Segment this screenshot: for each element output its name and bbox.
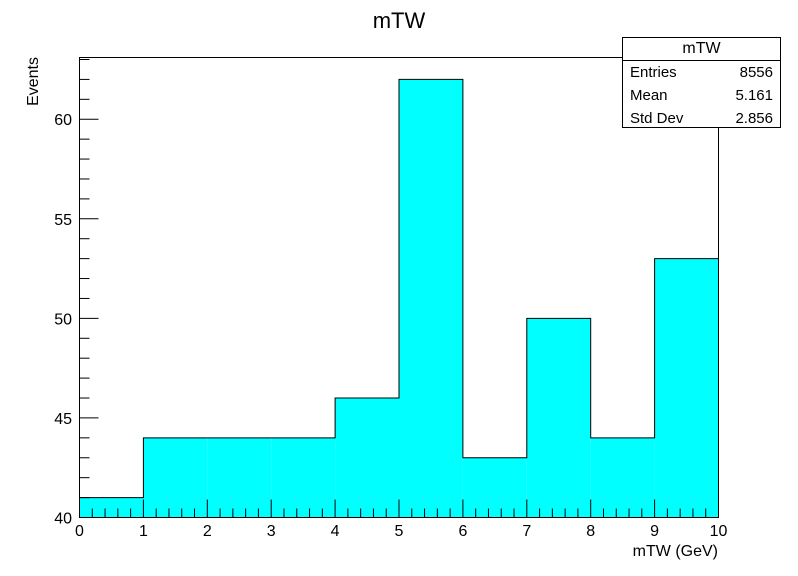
histogram-bar — [271, 437, 336, 518]
histogram-bar — [590, 437, 655, 518]
histogram-bar — [207, 437, 272, 518]
stats-title: mTW — [623, 38, 780, 61]
y-tick-label: 55 — [54, 212, 72, 229]
histogram-bar — [526, 318, 591, 518]
histogram-bar — [654, 258, 719, 518]
x-axis-label: mTW (GeV) — [633, 543, 718, 560]
stats-label: Mean — [630, 87, 668, 104]
y-axis-label: Events — [25, 57, 42, 106]
histogram-bar — [462, 457, 527, 518]
x-tick-label: 8 — [586, 523, 595, 540]
histogram-bar — [79, 497, 144, 518]
y-axis: 40 45 50 55 60 — [54, 58, 99, 528]
x-tick-label: 3 — [267, 523, 276, 540]
histogram-bars — [79, 78, 719, 518]
x-tick-label: 0 — [75, 523, 84, 540]
stats-row-mean: Mean 5.161 — [623, 84, 780, 107]
histogram-bar — [143, 437, 208, 518]
x-tick-label: 9 — [650, 523, 659, 540]
stats-value: 5.161 — [735, 87, 773, 104]
y-tick-label: 50 — [54, 311, 72, 328]
x-tick-label: 2 — [203, 523, 212, 540]
y-tick-label: 45 — [54, 411, 72, 428]
histogram-bar — [399, 79, 463, 518]
x-tick-label: 5 — [395, 523, 404, 540]
x-tick-label: 10 — [710, 523, 728, 540]
x-tick-label: 1 — [139, 523, 148, 540]
x-tick-label: 4 — [331, 523, 340, 540]
chart-title: mTW — [373, 8, 426, 33]
histogram-outline — [79, 78, 719, 518]
x-tick-label: 7 — [522, 523, 531, 540]
stats-label: Std Dev — [630, 110, 684, 127]
x-tick-label: 6 — [458, 523, 467, 540]
stats-box: mTW Entries 8556 Mean 5.161 Std Dev 2.85… — [622, 37, 781, 128]
stats-row-entries: Entries 8556 — [623, 61, 780, 84]
histogram-bar — [335, 398, 399, 518]
stats-label: Entries — [630, 64, 677, 81]
stats-value: 2.856 — [735, 110, 773, 127]
x-axis: 0 1 2 3 4 5 6 7 8 9 10 — [75, 499, 728, 540]
stats-row-stddev: Std Dev 2.856 — [623, 107, 780, 130]
y-tick-label: 60 — [54, 112, 72, 129]
y-tick-label: 40 — [54, 511, 72, 528]
stats-value: 8556 — [739, 64, 773, 81]
